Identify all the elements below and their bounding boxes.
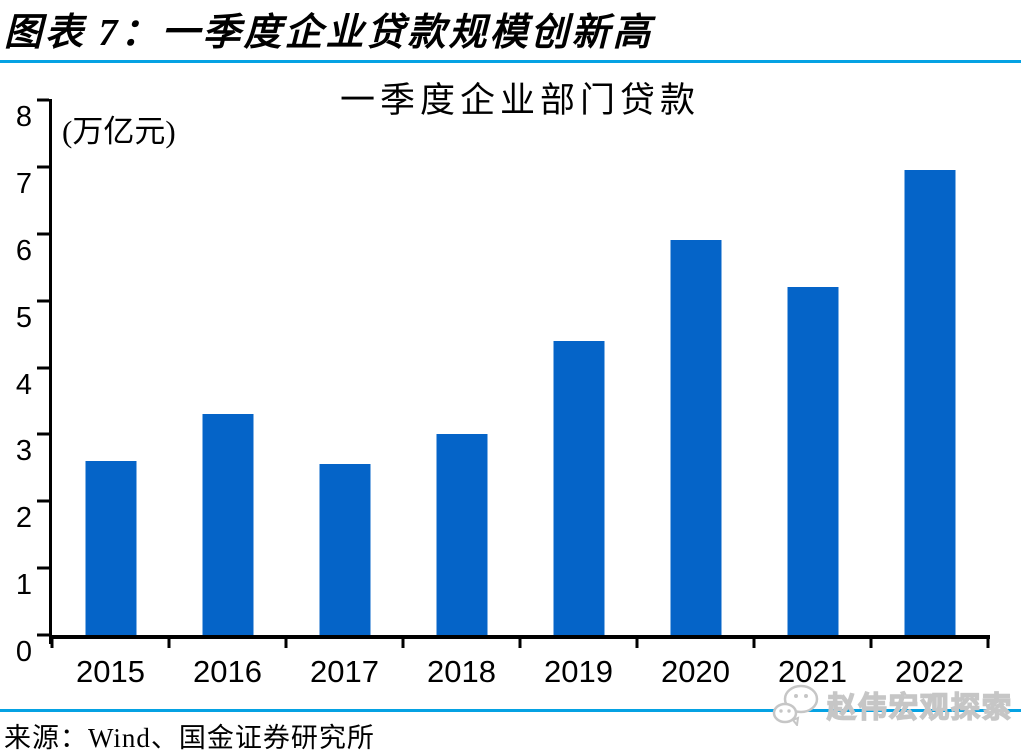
watermark: 赵伟宏观探索: [771, 684, 1013, 726]
y-tick-label: 0: [15, 636, 32, 668]
y-tick-label: 8: [15, 101, 32, 133]
wechat-icon: [772, 684, 819, 726]
x-tick-mark: [635, 635, 639, 648]
y-tick-label: 2: [15, 502, 32, 535]
bar: [436, 434, 487, 635]
x-tick-label: 2019: [544, 654, 613, 689]
y-axis-line: [49, 99, 52, 644]
y-tick-mark: [37, 165, 49, 169]
x-tick-mark: [401, 635, 405, 648]
bar: [85, 461, 136, 635]
y-tick-label: 5: [15, 301, 32, 334]
y-tick-label: 4: [15, 368, 32, 401]
x-tick-label: 2021: [778, 654, 847, 689]
x-tick-mark: [986, 635, 990, 648]
y-tick-mark: [37, 232, 49, 236]
y-tick-label: 3: [15, 435, 32, 468]
y-tick-mark: [37, 366, 49, 369]
bar: [553, 340, 604, 635]
x-tick-label: 2017: [310, 654, 379, 689]
watermark-text: 赵伟宏观探索: [826, 691, 1013, 725]
x-tick-label: 2020: [661, 654, 730, 689]
y-tick-mark: [37, 432, 49, 436]
top-divider: [0, 60, 1021, 63]
x-tick-label: 2016: [193, 654, 262, 689]
x-tick-mark: [518, 635, 522, 648]
x-tick-label: 2015: [76, 654, 145, 689]
y-tick-label: 7: [15, 167, 32, 200]
y-tick-mark: [37, 566, 49, 570]
y-axis-unit-label: (万亿元): [62, 114, 176, 149]
bottom-divider: [0, 709, 1021, 712]
bar: [319, 464, 370, 635]
x-tick-label: 2022: [895, 654, 964, 689]
x-tick-mark: [284, 635, 288, 648]
y-tick-mark: [37, 299, 49, 303]
y-tick-label: 1: [15, 569, 32, 602]
plot-area: (万亿元) 0 1 2 3 4 5 6 7 8 2015 2016 2017 2018 2019 2020 2…: [16, 98, 990, 689]
y-tick-mark: [37, 499, 49, 503]
x-tick-mark: [167, 635, 171, 648]
bar: [202, 414, 253, 635]
source-note: 来源：Wind、国金证券研究所: [4, 723, 375, 753]
y-tick-mark: [37, 633, 49, 637]
x-tick-mark: [50, 635, 54, 648]
x-tick-label: 2018: [427, 654, 496, 689]
x-tick-mark: [869, 635, 873, 648]
bar: [904, 170, 955, 635]
bar: [670, 240, 721, 635]
figure-title: 图表 7：一季度企业贷款规模创新高: [4, 12, 654, 54]
x-tick-mark: [752, 635, 756, 648]
y-tick-mark: [37, 98, 49, 102]
y-tick-label: 6: [15, 234, 32, 267]
bar: [787, 287, 838, 635]
chart-title: 一季度企业部门贷款: [339, 81, 700, 120]
